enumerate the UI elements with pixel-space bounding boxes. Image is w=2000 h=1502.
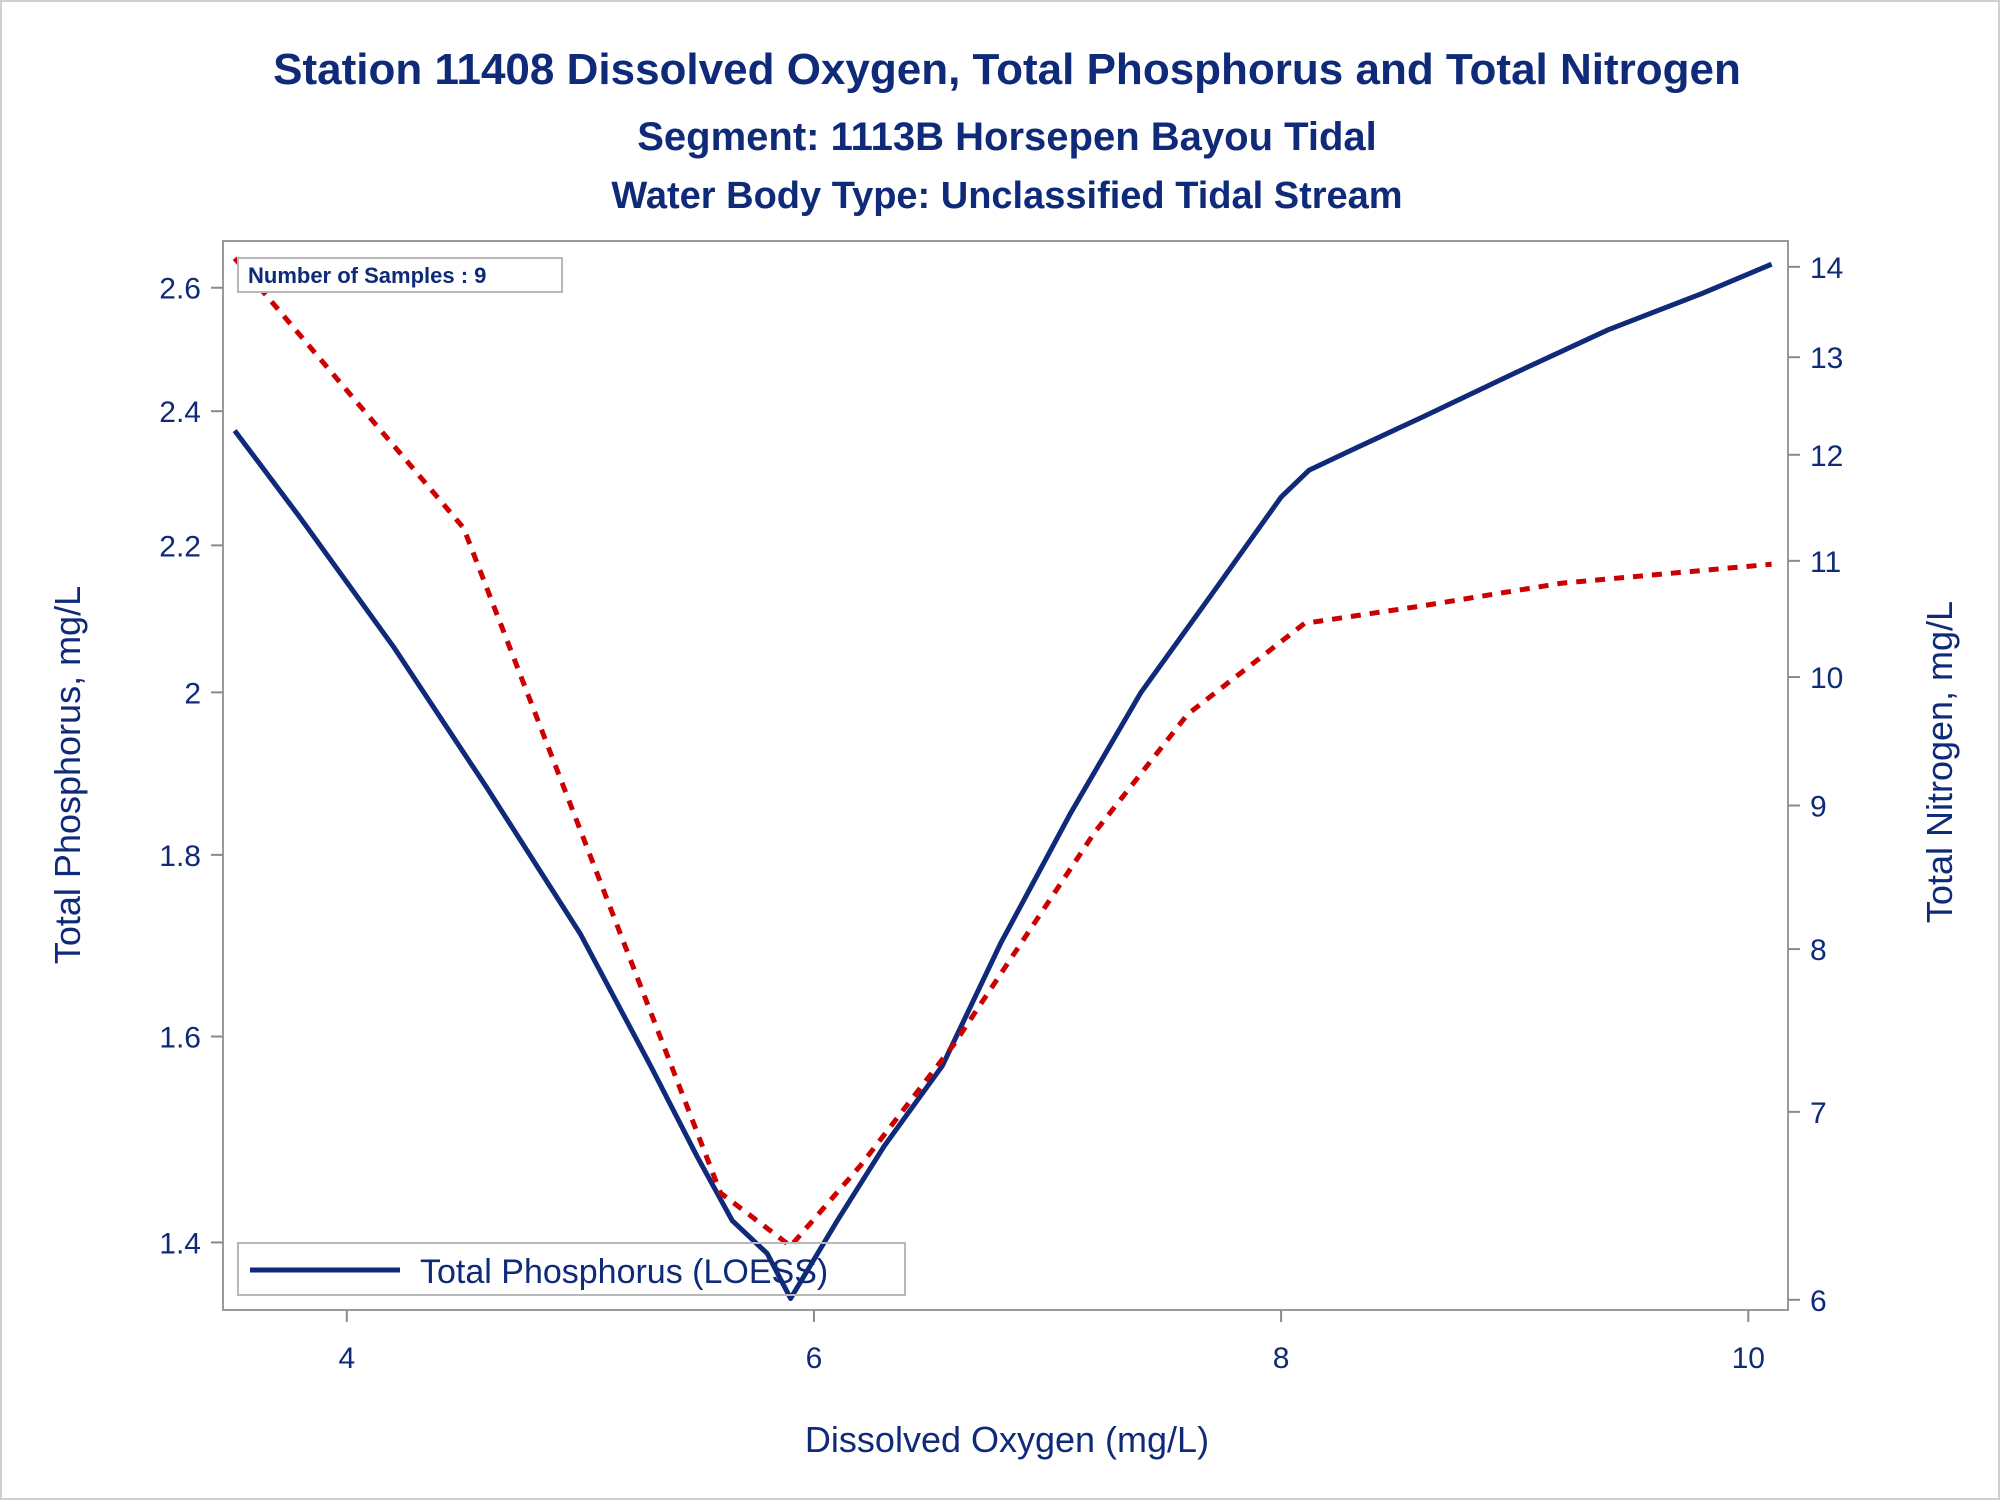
y-left-tick-label: 2	[184, 677, 201, 710]
sample-count-inset: Number of Samples : 9	[237, 257, 563, 293]
y-left-tick-label: 1.4	[159, 1227, 201, 1260]
chart-subtitle-2: Water Body Type: Unclassified Tidal Stre…	[611, 175, 1402, 217]
phosphorus-line	[232, 261, 1773, 1301]
x-tick-label: 10	[1732, 1342, 1765, 1375]
chart-subtitle: Segment: 1113B Horsepen Bayou Tidal	[637, 115, 1377, 159]
y-right-tick-label: 13	[1810, 342, 1843, 375]
sample-count-text: Number of Samples : 9	[248, 263, 486, 288]
nitrogen-line	[232, 256, 1772, 1249]
y-right-tick-label: 7	[1810, 1097, 1827, 1130]
x-tick-label: 6	[806, 1342, 823, 1375]
x-tick-label: 8	[1273, 1342, 1290, 1375]
y-right-tick-label: 12	[1810, 440, 1843, 473]
x-axis-label: Dissolved Oxygen (mg/L)	[805, 1419, 1209, 1460]
sample-count-box	[237, 257, 563, 293]
y-right-tick-label: 8	[1810, 934, 1827, 967]
y-left-tick-label: 1.6	[159, 1022, 201, 1055]
legend: Total Phosphorus (LOESS)	[237, 1242, 906, 1296]
y-right-tick-label: 10	[1810, 662, 1843, 695]
legend-box	[237, 1242, 906, 1296]
y-axis-left-label: Total Phosphorus, mg/L	[47, 586, 88, 964]
chart-title: Station 11408 Dissolved Oxygen, Total Ph…	[273, 45, 1741, 94]
y-left-tick-label: 1.8	[159, 840, 201, 873]
y-left-tick-label: 2.6	[159, 273, 201, 306]
plot-area	[222, 240, 1789, 1311]
legend-label-phosphorus: Total Phosphorus (LOESS)	[420, 1253, 828, 1291]
y-axis-right-label: Total Nitrogen, mg/L	[1919, 601, 1960, 923]
y-axis-left: 1.4 1.6 1.8 2 2.2 2.4 2.6	[159, 273, 223, 1260]
x-axis: 4 6 8 10	[338, 1310, 1765, 1375]
y-right-tick-label: 14	[1810, 252, 1843, 285]
series-layer	[232, 256, 1773, 1301]
y-left-tick-label: 2.2	[159, 530, 201, 563]
y-right-tick-label: 11	[1810, 546, 1841, 579]
y-axis-right: 6 7 8 9 10 11 12 13 14	[1788, 252, 1843, 1318]
y-right-tick-label: 9	[1810, 790, 1827, 823]
y-right-tick-label: 6	[1810, 1285, 1827, 1318]
y-left-tick-label: 2.4	[159, 396, 201, 429]
x-tick-label: 4	[338, 1342, 355, 1375]
